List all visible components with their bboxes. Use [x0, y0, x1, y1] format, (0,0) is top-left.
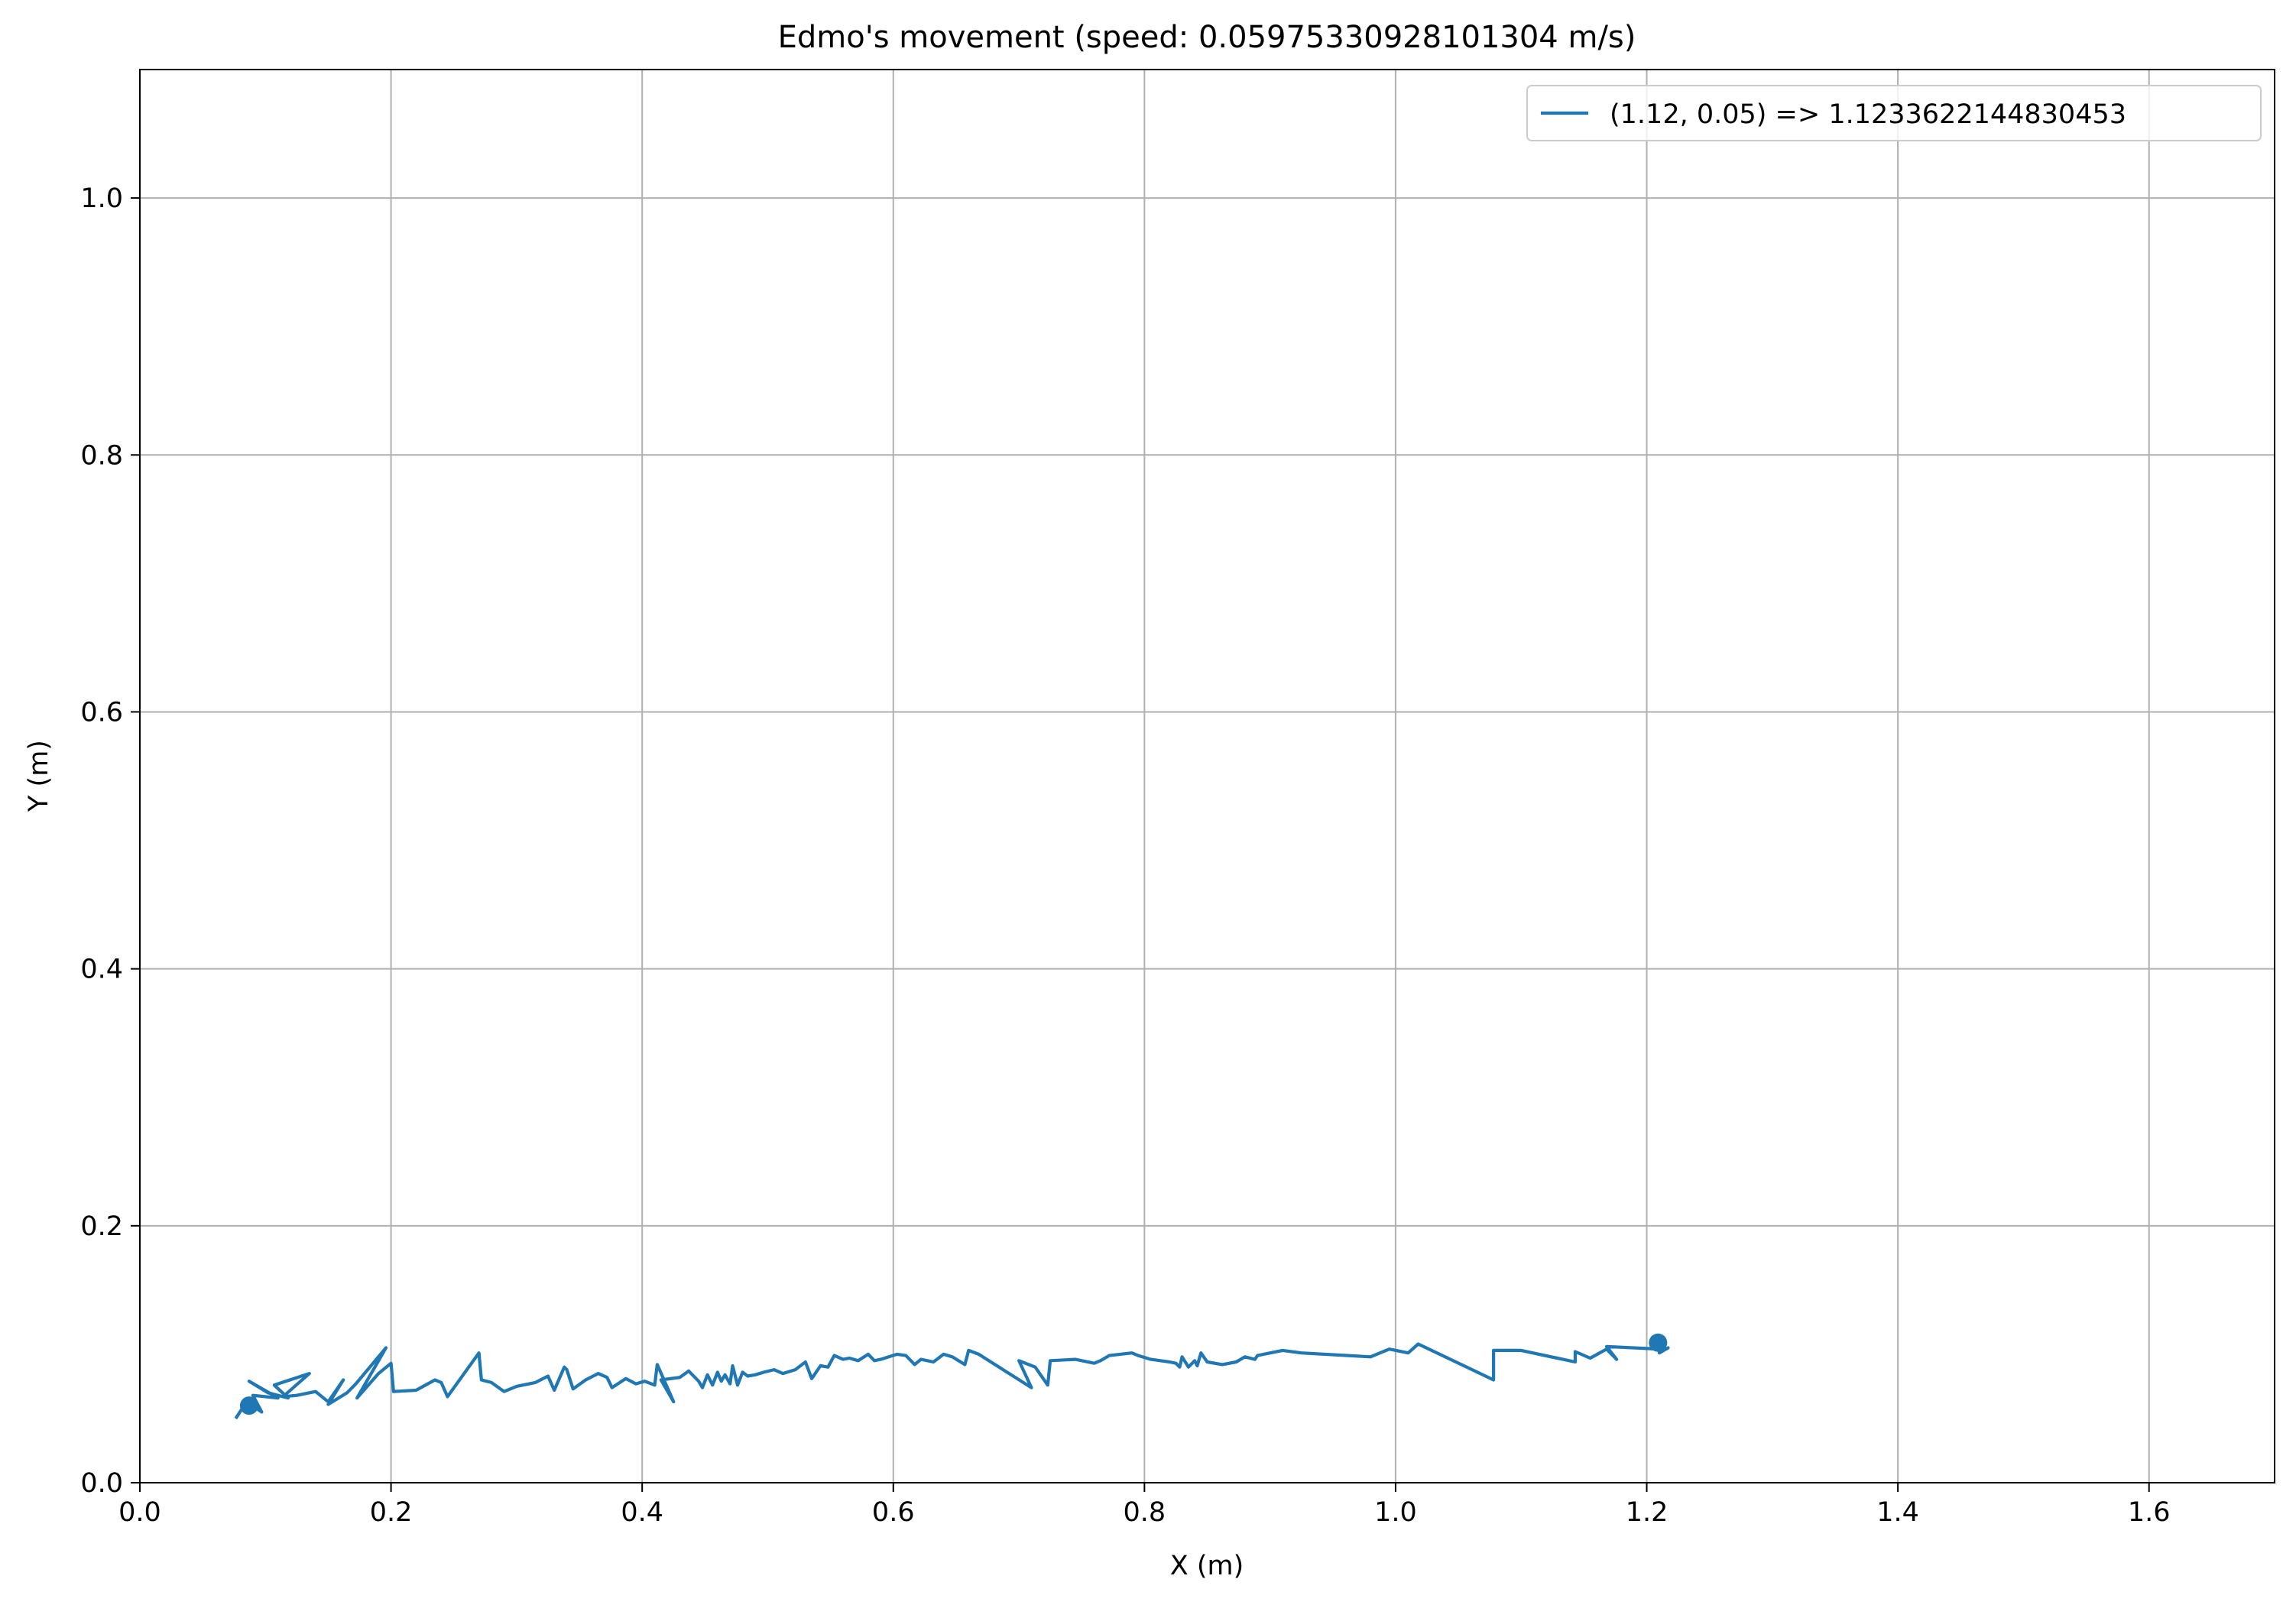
x-tick-label: 0.4 — [621, 1497, 663, 1528]
ticks: 0.0 0.2 0.4 0.6 0.8 1.0 1.2 1.4 1.6 0.0 0.2 0.4 0.6 0… — [80, 183, 2170, 1528]
legend: (1.12, 0.05) => 1.1233622144830453 — [1526, 85, 2262, 141]
x-tick-label: 0.0 — [118, 1497, 161, 1528]
plot-frame — [139, 69, 2275, 1483]
x-tick-label: 1.2 — [1626, 1497, 1668, 1528]
x-tick-label: 1.0 — [1374, 1497, 1417, 1528]
x-tick-label: 1.4 — [1876, 1497, 1919, 1528]
y-axis-label: Y (m) — [24, 740, 54, 812]
plot-area — [140, 70, 2275, 1483]
x-tick-label: 0.6 — [872, 1497, 915, 1528]
y-tick-label: 0.8 — [80, 440, 123, 471]
series-line — [234, 1342, 1670, 1420]
y-tick-label: 0.2 — [80, 1211, 123, 1242]
end-marker — [1649, 1333, 1668, 1352]
legend-box — [1526, 85, 2262, 141]
x-tick-label: 0.2 — [370, 1497, 413, 1528]
y-tick-label: 0.6 — [80, 697, 123, 728]
legend-label: (1.12, 0.05) => 1.1233622144830453 — [1610, 99, 2126, 130]
y-tick-label: 1.0 — [80, 183, 123, 214]
x-tick-label: 0.8 — [1124, 1497, 1166, 1528]
y-tick-label: 0.0 — [80, 1468, 123, 1499]
x-axis-label: X (m) — [1170, 1551, 1244, 1581]
series-layer — [234, 1333, 1670, 1420]
start-marker — [239, 1396, 258, 1415]
x-tick-label: 1.6 — [2128, 1497, 2171, 1528]
chart-title: Edmo's movement (speed: 0.05975330928101… — [778, 20, 1636, 55]
y-tick-label: 0.4 — [80, 955, 123, 985]
